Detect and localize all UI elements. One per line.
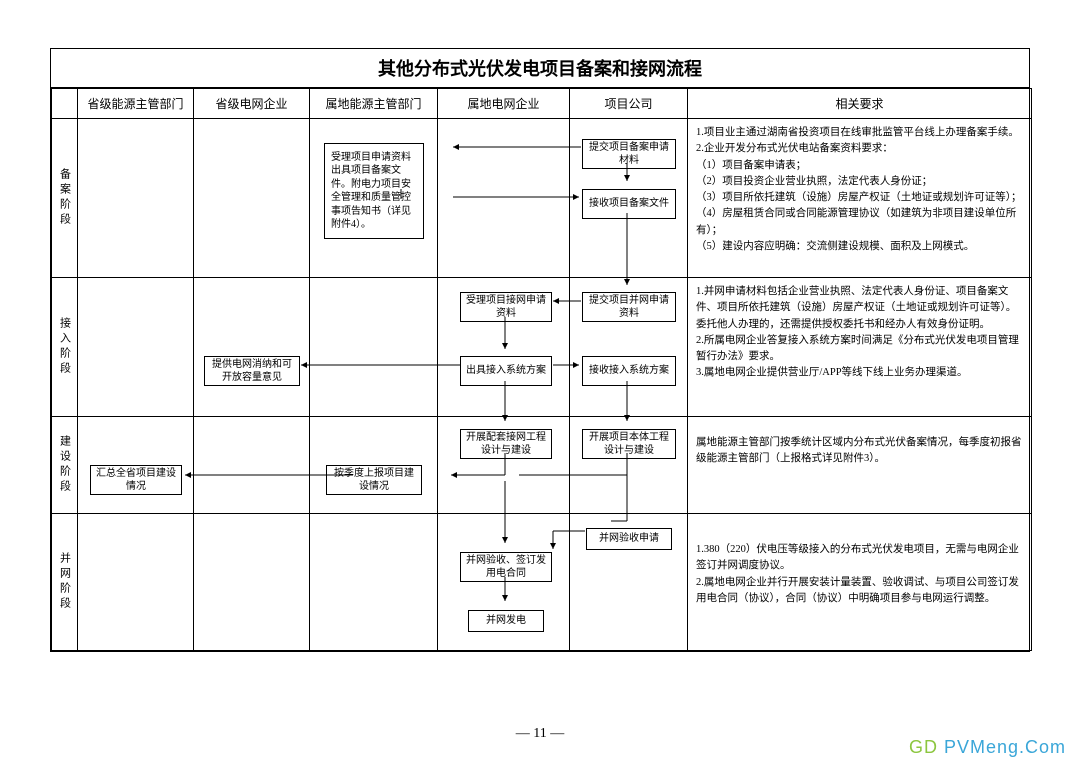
box-r2-c2: 提供电网消纳和可开放容量意见	[204, 356, 300, 386]
phase-label-2: 接入阶段	[52, 278, 78, 417]
req-r3: 属地能源主管部门按季统计区域内分布式光伏备案情况，每季度初报省级能源主管部门（上…	[688, 417, 1031, 474]
box-r4-c4b: 并网发电	[468, 610, 544, 632]
watermark-right: PVMeng.Com	[944, 737, 1066, 757]
box-r1-c5a: 提交项目备案申请材料	[582, 139, 676, 169]
phase-label-1: 备案阶段	[52, 119, 78, 278]
req-r4: 1.380（220）伏电压等级接入的分布式光伏发电项目，无需与电网企业签订并网调…	[688, 514, 1031, 613]
header-row: 省级能源主管部门 省级电网企业 属地能源主管部门 属地电网企业 项目公司 相关要…	[52, 89, 1032, 119]
col-header-5: 项目公司	[570, 89, 688, 119]
watermark: GD PVMeng.Com	[909, 737, 1066, 758]
row-phase-1: 备案阶段 受理项目申请资料出具项目备案文件。附电力项目安全管理和质量管控事项告知…	[52, 119, 1032, 278]
req-r2: 1.并网申请材料包括企业营业执照、法定代表人身份证、项目备案文件、项目所依托建筑…	[688, 278, 1031, 388]
phase-label-3: 建设阶段	[52, 417, 78, 514]
box-r2-c5a: 提交项目并网申请资料	[582, 292, 676, 322]
watermark-left: GD	[909, 737, 944, 757]
box-r3-c1: 汇总全省项目建设情况	[90, 465, 182, 495]
col-header-4: 属地电网企业	[438, 89, 570, 119]
row-phase-4: 并网阶段 并网验收、签订发用电合同 并网发电 并网验收申请 1.380（220）…	[52, 514, 1032, 651]
row-phase-3: 建设阶段 汇总全省项目建设情况 按季度上报项目建设情况 开展配套接网工程设计与建…	[52, 417, 1032, 514]
box-r3-c3: 按季度上报项目建设情况	[326, 465, 422, 495]
phase-header-blank	[52, 89, 78, 119]
box-r2-c4b: 出具接入系统方案	[460, 356, 552, 386]
box-r1-c3: 受理项目申请资料出具项目备案文件。附电力项目安全管理和质量管控事项告知书（详见附…	[324, 143, 424, 239]
box-r2-c4a: 受理项目接网申请资料	[460, 292, 552, 322]
req-r1: 1.项目业主通过湖南省投资项目在线审批监管平台线上办理备案手续。 2.企业开发分…	[688, 119, 1031, 261]
phase-label-4: 并网阶段	[52, 514, 78, 651]
chart-title: 其他分布式光伏发电项目备案和接网流程	[51, 49, 1029, 88]
box-r2-c5b: 接收接入系统方案	[582, 356, 676, 386]
box-r4-c5: 并网验收申请	[586, 528, 672, 550]
box-r3-c4: 开展配套接网工程设计与建设	[460, 429, 552, 459]
swimlane-grid: 省级能源主管部门 省级电网企业 属地能源主管部门 属地电网企业 项目公司 相关要…	[51, 88, 1032, 651]
flowchart-table: 其他分布式光伏发电项目备案和接网流程 省级能源主管部门 省级电网企业 属地能源主…	[50, 48, 1030, 652]
row-phase-2: 接入阶段 提供电网消纳和可开放容量意见 受理项目接网申请资料 出具接入系统方案 …	[52, 278, 1032, 417]
col-header-2: 省级电网企业	[194, 89, 310, 119]
col-header-3: 属地能源主管部门	[310, 89, 438, 119]
col-header-1: 省级能源主管部门	[78, 89, 194, 119]
box-r1-c5b: 接收项目备案文件	[582, 189, 676, 219]
box-r4-c4a: 并网验收、签订发用电合同	[460, 552, 552, 582]
box-r3-c5: 开展项目本体工程设计与建设	[582, 429, 676, 459]
col-header-6: 相关要求	[688, 89, 1032, 119]
